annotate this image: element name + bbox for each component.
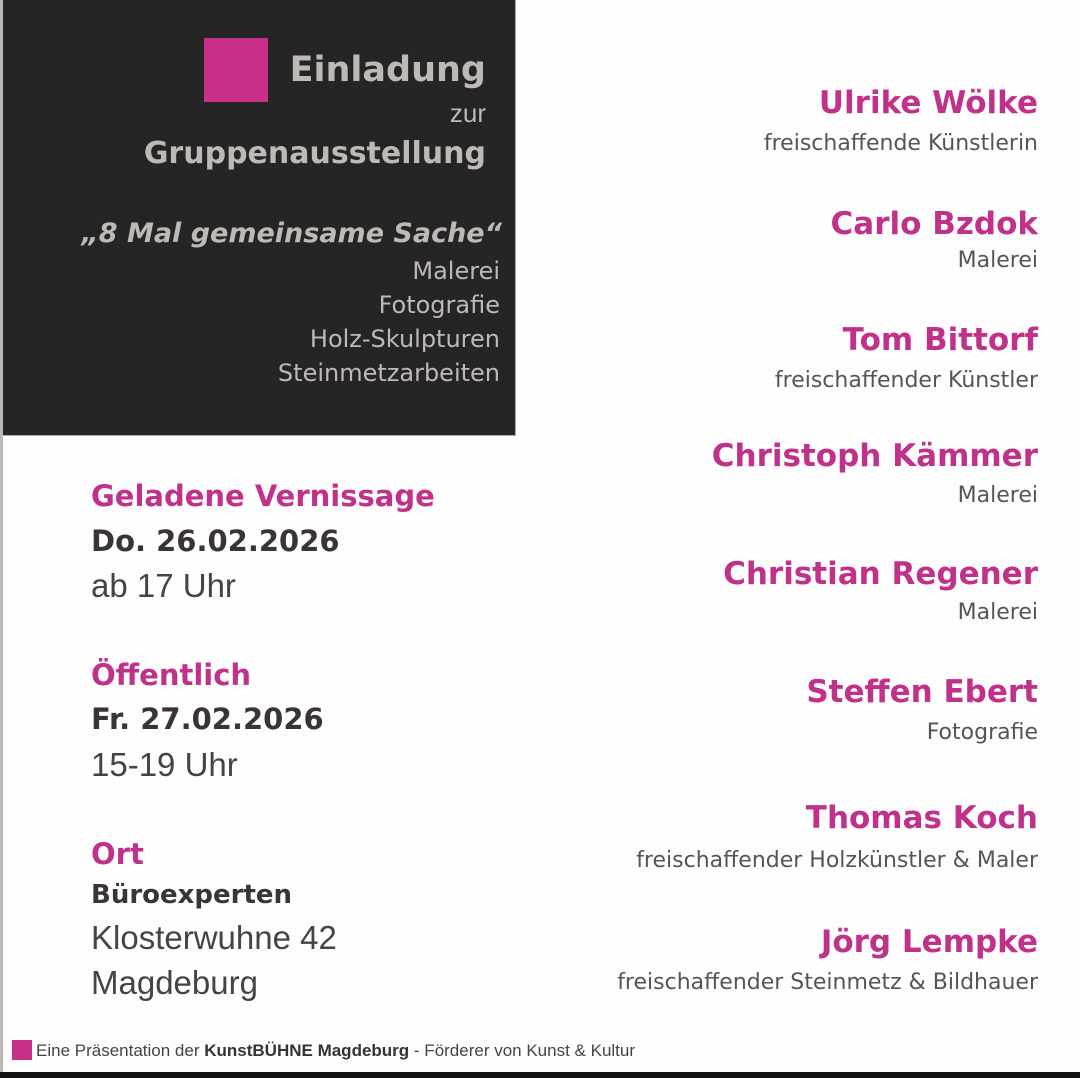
footer-credit: Eine Präsentation der KunstBÜHNE Magdebu… (36, 1041, 635, 1061)
event-time: ab 17 Uhr (91, 567, 236, 604)
invitation-connector: zur (449, 98, 486, 128)
bottom-edge (0, 1072, 1080, 1078)
exhibition-name: „8 Mal gemeinsame Sache“ (81, 218, 502, 249)
discipline: Holz-Skulpturen (309, 325, 500, 353)
discipline: Fotografie (378, 291, 500, 319)
accent-square (204, 38, 268, 102)
event-date: Do. 26.02.2026 (91, 524, 340, 558)
event-date: Fr. 27.02.2026 (91, 702, 324, 736)
artist-name: Carlo Bzdok (830, 206, 1038, 242)
artist-role: Fotografie (926, 720, 1038, 745)
invitation-subtitle: Gruppenausstellung (143, 136, 486, 171)
location-street: Klosterwuhne 42 (91, 919, 337, 956)
event-label: Geladene Vernissage (91, 479, 435, 513)
artist-name: Christoph Kämmer (711, 438, 1038, 474)
footer-organization: KunstBÜHNE Magdeburg (204, 1041, 410, 1060)
artist-role: Malerei (957, 483, 1038, 508)
artist-name: Ulrike Wölke (818, 85, 1038, 121)
page-border (0, 0, 3, 1072)
artist-name: Steffen Ebert (806, 674, 1038, 710)
location-city: Magdeburg (91, 964, 258, 1001)
artist-name: Christian Regener (723, 556, 1038, 592)
artist-role: freischaffende Künstlerin (763, 131, 1038, 156)
discipline: Malerei (412, 257, 500, 285)
event-label: Öffentlich (91, 658, 252, 692)
footer-suffix: - Förderer von Kunst & Kultur (413, 1041, 636, 1060)
footer-accent-square (12, 1040, 32, 1060)
invitation-title: Einladung (289, 50, 486, 90)
footer-prefix: Eine Präsentation der (36, 1041, 200, 1060)
event-time: 15-19 Uhr (91, 746, 238, 783)
artist-role: Malerei (957, 600, 1038, 625)
location-name: Büroexperten (91, 880, 293, 910)
artist-name: Thomas Koch (805, 800, 1038, 836)
artist-role: freischaffender Künstler (774, 368, 1038, 393)
artist-name: Tom Bittorf (842, 322, 1038, 358)
artist-role: freischaffender Holzkünstler & Maler (636, 848, 1038, 873)
location-label: Ort (91, 837, 144, 871)
artist-role: Malerei (957, 248, 1038, 273)
artist-name: Jörg Lempke (820, 924, 1038, 960)
artist-role: freischaffender Steinmetz & Bildhauer (617, 970, 1038, 995)
discipline: Steinmetzarbeiten (277, 359, 500, 387)
